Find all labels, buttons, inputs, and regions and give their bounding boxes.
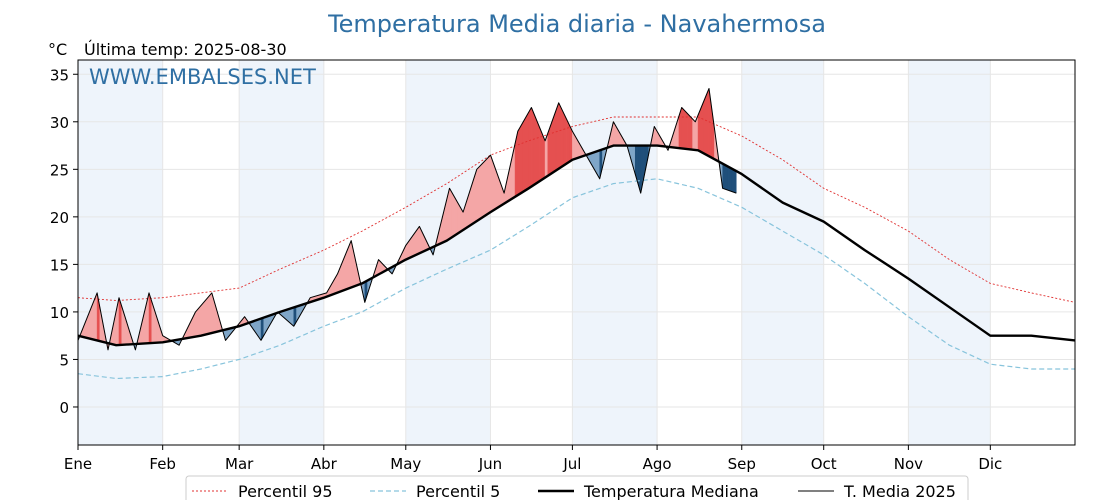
legend-label-p95: Percentil 95 xyxy=(238,482,333,500)
fill-above-median xyxy=(416,225,420,255)
series-line-median xyxy=(77,144,1076,347)
fill-above-median xyxy=(484,157,488,217)
fill-above-median xyxy=(561,108,565,168)
x-tick-label: Mar xyxy=(225,455,254,473)
fill-above-median xyxy=(195,308,199,337)
series-line-p5 xyxy=(77,178,1075,380)
y-tick-label: 25 xyxy=(50,161,69,179)
fill-above-median xyxy=(533,114,538,186)
fill-above-median xyxy=(566,119,570,164)
fill-above-median xyxy=(703,95,707,156)
y-unit-label: °C xyxy=(48,40,67,59)
fill-below-median xyxy=(722,163,726,190)
fill-above-median xyxy=(200,301,204,336)
fill-above-median xyxy=(206,295,210,335)
fill-above-median xyxy=(490,154,494,213)
fill-above-median xyxy=(681,106,685,150)
fill-above-median xyxy=(550,117,554,175)
fill-below-median xyxy=(290,307,295,327)
fill-above-median xyxy=(482,160,486,218)
fill-above-median xyxy=(700,101,704,154)
fill-above-median xyxy=(705,88,710,157)
month-band xyxy=(908,60,991,445)
fill-above-median xyxy=(553,110,557,173)
fill-above-median xyxy=(525,111,529,191)
fill-above-median xyxy=(203,298,207,336)
fill-above-median xyxy=(563,114,568,166)
fill-above-median xyxy=(555,102,559,171)
x-tick-label: Oct xyxy=(811,455,837,473)
fill-above-median xyxy=(689,115,693,150)
fill-above-median xyxy=(487,154,491,215)
fill-above-median xyxy=(531,107,535,188)
chart-title: Temperatura Media diaria - Navahermosa xyxy=(327,10,826,38)
x-tick-label: Jul xyxy=(562,455,581,473)
x-tick-label: Feb xyxy=(149,455,176,473)
last-temp-label: Última temp: 2025-08-30 xyxy=(84,40,287,59)
fill-above-median xyxy=(528,106,532,189)
fill-above-median xyxy=(454,196,458,236)
legend-label-median: Temperatura Mediana xyxy=(583,482,759,500)
month-band xyxy=(572,60,658,445)
fill-above-median xyxy=(558,102,562,170)
fill-above-median xyxy=(684,109,688,150)
fill-above-median xyxy=(517,125,521,196)
fill-above-median xyxy=(476,165,480,222)
fill-above-median xyxy=(208,292,213,334)
y-tick-label: 5 xyxy=(59,351,69,369)
fill-above-median xyxy=(686,112,691,150)
y-axis: 0 5 10 15 20 25 30 35 xyxy=(50,66,78,417)
legend-label-media2025: T. Media 2025 xyxy=(843,482,956,500)
fill-above-median xyxy=(94,292,98,341)
fill-above-median xyxy=(520,120,524,194)
fill-above-median xyxy=(348,240,352,289)
fill-above-median xyxy=(522,116,527,193)
fill-above-median xyxy=(692,118,696,151)
x-tick-label: Dic xyxy=(978,455,1002,473)
y-tick-label: 35 xyxy=(50,66,69,84)
x-tick-label: Nov xyxy=(894,455,923,473)
fill-below-median xyxy=(727,166,732,192)
x-tick-label: Ago xyxy=(643,455,672,473)
fill-above-median xyxy=(536,120,540,184)
series-lines xyxy=(77,88,1076,380)
y-tick-label: 30 xyxy=(50,114,69,132)
x-tick-label: May xyxy=(390,455,421,473)
x-tick-label: Ene xyxy=(64,455,92,473)
fill-below-median xyxy=(725,164,729,191)
y-tick-label: 20 xyxy=(50,209,69,227)
fill-above-median xyxy=(479,162,483,220)
y-tick-label: 10 xyxy=(50,304,69,322)
fill-below-median xyxy=(733,169,737,194)
x-tick-label: Abr xyxy=(311,455,338,473)
x-tick-label: Sep xyxy=(728,455,756,473)
plot-frame xyxy=(77,59,1076,446)
fill-above-median xyxy=(449,187,453,240)
y-tick-label: 15 xyxy=(50,256,69,274)
fill-above-median xyxy=(451,192,456,238)
month-band xyxy=(741,60,824,445)
fill-above-median xyxy=(539,127,543,182)
legend-box xyxy=(185,475,969,500)
month-band xyxy=(239,60,324,445)
x-axis: Ene Feb Mar Abr May Jun Jul Ago Sep Oct Nov Dic xyxy=(64,445,1002,473)
watermark-text: WWW.EMBALSES.NET xyxy=(89,65,316,89)
legend-label-p5: Percentil 5 xyxy=(416,482,500,500)
legend: Percentil 95 Percentil 5 Temperatura Media… xyxy=(185,475,969,500)
y-tick-label: 0 xyxy=(59,399,69,417)
series-line-media2025 xyxy=(77,88,737,351)
x-tick-label: Jun xyxy=(478,455,502,473)
month-band xyxy=(78,60,163,445)
fill-above-median xyxy=(197,304,202,337)
series-line-p95 xyxy=(77,116,1076,303)
fill-below-median xyxy=(730,167,734,193)
